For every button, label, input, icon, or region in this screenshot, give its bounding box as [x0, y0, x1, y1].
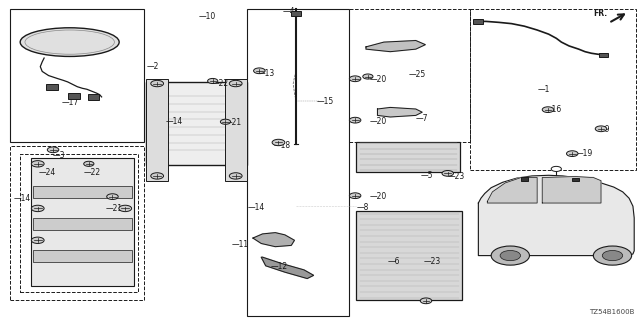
Text: —23: —23	[448, 172, 465, 181]
Bar	[225, 79, 246, 181]
Bar	[572, 178, 579, 181]
Bar	[473, 19, 483, 24]
Circle shape	[542, 107, 554, 113]
Text: —12: —12	[270, 262, 287, 271]
Polygon shape	[253, 233, 294, 247]
Bar	[599, 52, 608, 57]
Text: —10: —10	[198, 12, 216, 21]
Bar	[46, 84, 58, 90]
Circle shape	[151, 173, 164, 179]
Text: —2: —2	[147, 61, 159, 70]
Circle shape	[31, 205, 44, 212]
Circle shape	[84, 161, 94, 166]
Text: —20: —20	[369, 192, 387, 201]
Bar	[20, 154, 138, 292]
Text: —14: —14	[13, 194, 31, 204]
Circle shape	[151, 80, 164, 87]
Text: —23: —23	[424, 258, 442, 267]
Text: —13: —13	[258, 69, 275, 78]
Text: —8: —8	[356, 203, 369, 212]
Text: —24: —24	[39, 168, 56, 177]
Text: —20: —20	[369, 116, 387, 126]
Circle shape	[229, 173, 242, 179]
Circle shape	[500, 251, 520, 261]
Text: —21: —21	[224, 118, 241, 127]
Text: —3: —3	[53, 151, 65, 160]
Circle shape	[229, 80, 242, 87]
Polygon shape	[378, 108, 422, 117]
Bar	[10, 9, 145, 142]
Ellipse shape	[20, 28, 119, 56]
Text: —7: —7	[416, 114, 428, 123]
Circle shape	[551, 166, 561, 172]
Text: —21: —21	[106, 204, 123, 213]
Circle shape	[349, 117, 361, 123]
Bar	[349, 9, 470, 142]
Circle shape	[349, 76, 361, 82]
Text: —22: —22	[84, 168, 101, 177]
Circle shape	[595, 126, 607, 132]
Circle shape	[420, 298, 432, 304]
Text: —16: —16	[545, 105, 562, 114]
Bar	[88, 94, 99, 100]
Text: —1: —1	[537, 85, 550, 94]
Bar	[33, 250, 132, 262]
Bar	[470, 9, 636, 170]
Circle shape	[253, 68, 265, 74]
Text: —9: —9	[598, 125, 611, 134]
Circle shape	[31, 161, 44, 167]
Circle shape	[363, 74, 373, 79]
Bar	[10, 146, 145, 300]
Text: —15: —15	[317, 97, 334, 106]
Circle shape	[47, 147, 59, 153]
Circle shape	[272, 139, 285, 146]
Bar	[246, 9, 349, 316]
Bar	[31, 158, 134, 286]
Text: —14: —14	[166, 117, 182, 126]
Text: —19: —19	[575, 149, 593, 158]
Text: —4: —4	[283, 7, 296, 16]
Circle shape	[442, 171, 454, 176]
Circle shape	[207, 78, 218, 84]
Text: —25: —25	[408, 70, 426, 79]
Text: TZ54B1600B: TZ54B1600B	[589, 308, 634, 315]
Text: FR.: FR.	[593, 9, 607, 18]
Bar	[356, 141, 461, 172]
Circle shape	[491, 246, 529, 265]
Circle shape	[107, 194, 118, 199]
Circle shape	[220, 119, 230, 124]
Text: —17: —17	[62, 98, 79, 107]
Text: —14: —14	[247, 203, 264, 212]
Polygon shape	[261, 257, 314, 278]
Bar	[33, 218, 132, 230]
Bar	[33, 186, 132, 198]
Text: —5: —5	[421, 172, 433, 180]
Circle shape	[602, 251, 623, 261]
Polygon shape	[478, 175, 634, 256]
Text: —11: —11	[232, 240, 249, 249]
Bar	[68, 93, 80, 99]
Bar	[291, 11, 301, 16]
Bar	[356, 211, 462, 300]
Text: —20: —20	[369, 75, 387, 84]
Circle shape	[31, 237, 44, 244]
Polygon shape	[542, 177, 601, 203]
Circle shape	[593, 246, 632, 265]
Circle shape	[349, 193, 361, 198]
Bar	[147, 79, 168, 181]
Bar	[520, 177, 528, 181]
Text: —18: —18	[273, 141, 291, 150]
Circle shape	[119, 205, 132, 212]
Polygon shape	[487, 178, 537, 203]
Circle shape	[566, 151, 578, 156]
Bar	[147, 82, 246, 165]
Polygon shape	[366, 41, 426, 52]
Text: —6: —6	[388, 258, 400, 267]
Text: —22: —22	[211, 79, 228, 88]
